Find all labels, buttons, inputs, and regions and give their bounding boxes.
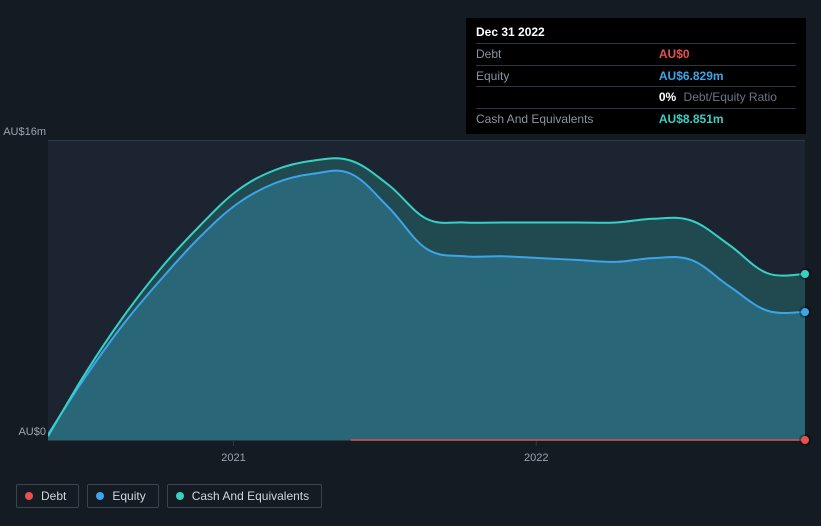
legend-item-label: Debt <box>41 489 66 503</box>
legend-item-cash-and-equivalents[interactable]: Cash And Equivalents <box>167 484 322 508</box>
tooltip-value-text: 0% <box>659 90 676 104</box>
tooltip-value-text: AU$8.851m <box>659 112 724 126</box>
legend-dot-icon <box>176 492 184 500</box>
debt-equity-chart <box>48 140 805 450</box>
legend-item-debt[interactable]: Debt <box>16 484 79 508</box>
tooltip-row-value: AU$8.851m <box>659 109 796 130</box>
tooltip-date: Dec 31 2022 <box>476 24 796 43</box>
tooltip-value-extra: Debt/Equity Ratio <box>680 90 777 104</box>
legend-item-label: Cash And Equivalents <box>192 489 309 503</box>
x-axis-tick-label: 2021 <box>221 452 245 464</box>
chart-tooltip: Dec 31 2022DebtAU$0EquityAU$6.829m0% Deb… <box>466 18 806 134</box>
y-axis-min-label: AU$0 <box>18 426 46 438</box>
legend-dot-icon <box>25 492 33 500</box>
debt-end-dot <box>801 436 809 444</box>
legend-item-label: Equity <box>112 489 145 503</box>
legend-dot-icon <box>96 492 104 500</box>
tooltip-row-value: 0% Debt/Equity Ratio <box>659 87 796 109</box>
tooltip-row: DebtAU$0 <box>476 43 796 65</box>
tooltip-row-label: Equity <box>476 65 659 87</box>
tooltip-row-label <box>476 87 659 109</box>
y-axis-max-label: AU$16m <box>3 126 46 138</box>
legend-item-equity[interactable]: Equity <box>87 484 158 508</box>
chart-legend: Debt Equity Cash And Equivalents <box>16 484 322 508</box>
tooltip-value-text: AU$6.829m <box>659 69 724 83</box>
x-axis-tick-label: 2022 <box>524 452 548 464</box>
tooltip-row-value: AU$0 <box>659 43 796 65</box>
tooltip-row: EquityAU$6.829m <box>476 65 796 87</box>
tooltip-table: DebtAU$0EquityAU$6.829m0% Debt/Equity Ra… <box>476 43 796 130</box>
tooltip-value-text: AU$0 <box>659 47 690 61</box>
cash-end-dot <box>801 270 809 278</box>
tooltip-row-label: Debt <box>476 43 659 65</box>
tooltip-row: 0% Debt/Equity Ratio <box>476 87 796 109</box>
tooltip-row: Cash And EquivalentsAU$8.851m <box>476 109 796 130</box>
tooltip-row-value: AU$6.829m <box>659 65 796 87</box>
equity-end-dot <box>801 308 809 316</box>
tooltip-row-label: Cash And Equivalents <box>476 109 659 130</box>
